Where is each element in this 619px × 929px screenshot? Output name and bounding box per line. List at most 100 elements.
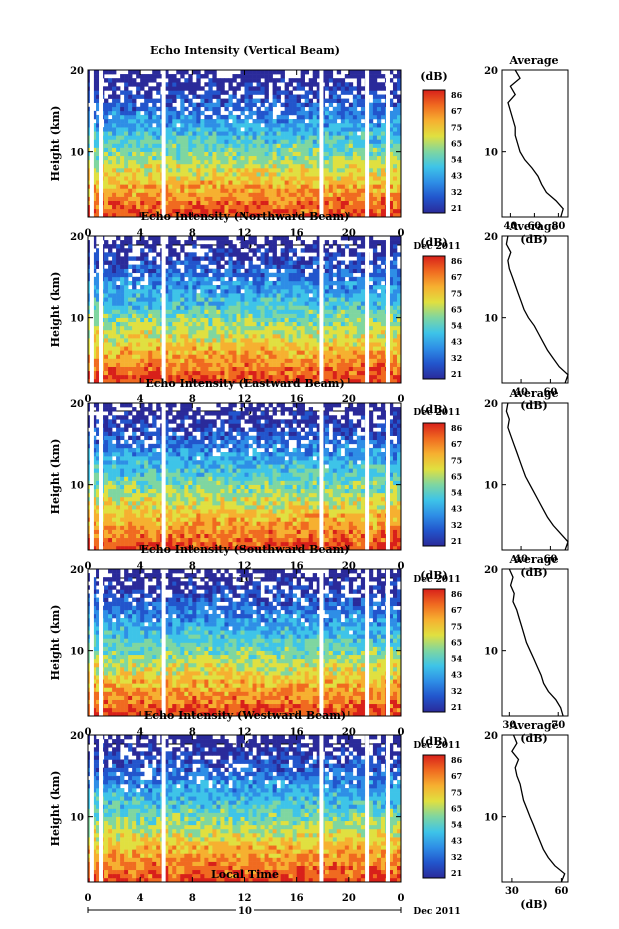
data-gap <box>365 70 370 217</box>
heatmap-cell <box>272 305 277 310</box>
heatmap-cell <box>136 317 141 323</box>
heatmap-cell <box>236 321 241 327</box>
heatmap-cell <box>260 252 265 257</box>
heatmap-cell <box>164 346 169 351</box>
heatmap-cell <box>216 268 221 274</box>
heatmap-cell <box>296 102 301 108</box>
heatmap-cell <box>224 297 229 302</box>
heatmap-cell <box>264 342 269 347</box>
heatmap-cell <box>272 139 277 144</box>
heatmap-cell <box>332 321 338 327</box>
data-gap <box>319 70 324 217</box>
heatmap-cell <box>144 309 149 314</box>
heatmap-cell <box>368 102 374 108</box>
heatmap-cell <box>204 374 209 380</box>
heatmap-cell <box>312 78 318 83</box>
heatmap-cell <box>376 176 382 181</box>
heatmap-cell <box>112 139 117 144</box>
heatmap-cell <box>228 272 233 278</box>
heatmap-cell <box>264 334 269 339</box>
heatmap-cell <box>164 192 169 197</box>
heatmap-cell <box>376 98 382 103</box>
heatmap-cell <box>368 131 374 136</box>
heatmap-cell <box>368 172 374 177</box>
heatmap-cell <box>304 151 309 157</box>
heatmap-cell <box>352 70 358 75</box>
heatmap-cell <box>380 180 386 185</box>
heatmap-cell <box>268 143 273 148</box>
heatmap-cell <box>112 297 117 302</box>
heatmap-cell <box>132 285 137 290</box>
heatmap-cell <box>316 358 322 363</box>
heatmap-cell <box>244 168 249 173</box>
heatmap-cell <box>220 212 225 218</box>
heatmap-cell <box>228 98 233 103</box>
heatmap-cell <box>260 208 265 214</box>
heatmap-cell <box>272 293 277 298</box>
heatmap-cell <box>96 362 101 367</box>
heatmap-cell <box>184 350 189 355</box>
heatmap-cell <box>228 151 233 157</box>
heatmap-cell <box>340 98 346 103</box>
heatmap-cell <box>236 180 241 185</box>
heatmap-cell <box>152 334 157 339</box>
heatmap-cell <box>96 272 101 278</box>
heatmap-cell <box>232 260 237 265</box>
heatmap-cell <box>256 317 261 323</box>
heatmap-cell <box>344 200 350 206</box>
heatmap-cell <box>348 370 354 376</box>
heatmap-cell <box>268 102 273 108</box>
heatmap-cell <box>332 289 338 294</box>
heatmap-cell <box>360 280 366 286</box>
heatmap-cell <box>216 297 221 302</box>
heatmap-cell <box>112 159 117 165</box>
heatmap-cell <box>392 256 398 261</box>
heatmap-cell <box>300 86 305 91</box>
heatmap-cell <box>268 110 273 116</box>
heatmap-cell <box>396 305 402 310</box>
heatmap-cell <box>268 119 273 124</box>
heatmap-cell <box>244 297 249 302</box>
heatmap-cell <box>168 285 173 290</box>
heatmap-cell <box>372 135 378 140</box>
heatmap-cell <box>244 151 249 157</box>
heatmap-cell <box>212 151 217 157</box>
heatmap-cell <box>240 366 245 372</box>
heatmap-cell <box>396 127 402 132</box>
heatmap-cell <box>380 196 386 201</box>
heatmap-cell <box>188 285 193 290</box>
heatmap-cell <box>260 98 265 103</box>
heatmap-cell <box>348 285 354 290</box>
heatmap-cell <box>392 172 398 177</box>
heatmap-cell <box>156 366 161 372</box>
heatmap-cell <box>188 114 193 120</box>
heatmap-cell <box>324 260 330 265</box>
heatmap-cell <box>248 172 253 177</box>
heatmap-cell <box>196 329 201 335</box>
heatmap-cell <box>212 272 217 278</box>
heatmap-cell <box>288 143 293 148</box>
heatmap-cell <box>124 374 129 380</box>
heatmap-cell <box>168 90 173 95</box>
heatmap-cell <box>380 135 386 140</box>
heatmap-cell <box>372 200 378 206</box>
heatmap-cell <box>344 188 350 193</box>
heatmap-cell <box>152 163 157 169</box>
heatmap-cell <box>388 139 394 144</box>
heatmap-cell <box>388 172 394 177</box>
heatmap-cell <box>328 196 334 201</box>
heatmap-cell <box>272 127 277 132</box>
heatmap-cell <box>332 155 338 161</box>
heatmap-cell <box>368 305 374 310</box>
heatmap-cell <box>260 200 265 206</box>
heatmap-cell <box>232 212 237 218</box>
heatmap-cell <box>280 90 285 95</box>
heatmap-cell <box>184 354 189 359</box>
heatmap-cell <box>312 147 318 152</box>
heatmap-cell <box>236 325 241 331</box>
heatmap-cell <box>116 305 121 310</box>
heatmap-cell <box>300 143 305 148</box>
heatmap-cell <box>276 151 281 157</box>
heatmap-cell <box>244 370 249 376</box>
heatmap-cell <box>204 196 209 201</box>
